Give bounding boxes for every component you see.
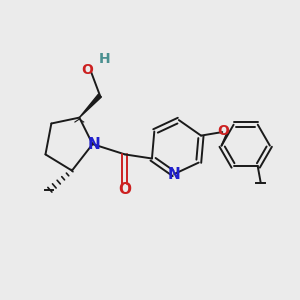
Text: H: H	[98, 52, 110, 66]
Text: O: O	[217, 124, 229, 138]
Text: N: N	[168, 167, 181, 182]
Text: O: O	[118, 182, 131, 197]
Polygon shape	[79, 94, 101, 118]
Text: O: O	[82, 64, 94, 77]
Text: N: N	[88, 136, 100, 152]
